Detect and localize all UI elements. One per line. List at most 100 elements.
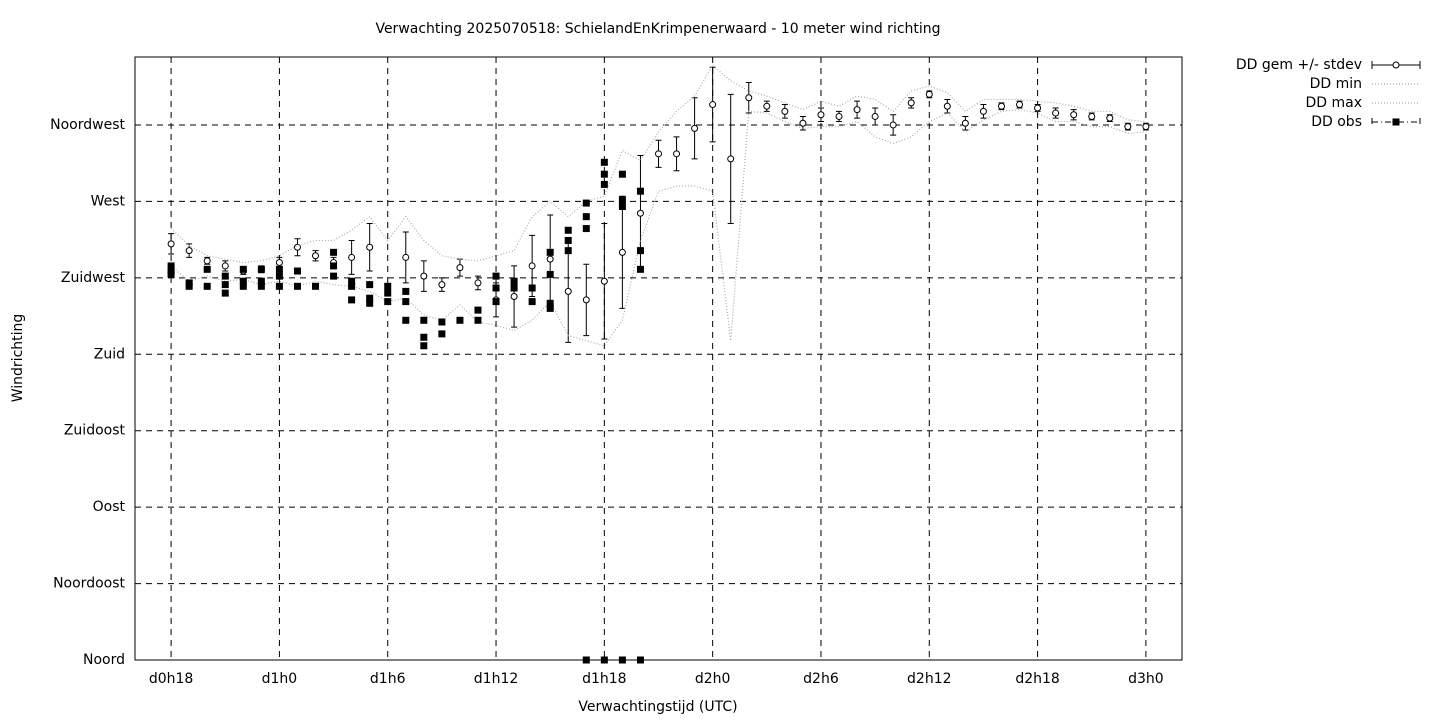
obs-point (257, 282, 265, 290)
obs-point (167, 270, 175, 278)
legend-label: DD obs (1311, 114, 1362, 130)
mean-point (727, 155, 735, 163)
obs-point (239, 282, 247, 290)
legend-label: DD min (1310, 76, 1362, 92)
mean-point (799, 119, 807, 127)
mean-point (185, 247, 193, 255)
obs-point (348, 296, 356, 304)
obs-point (564, 247, 572, 255)
mean-point (1016, 101, 1024, 109)
obs-point (257, 277, 265, 285)
y-tick-label: Noordwest (50, 117, 125, 133)
obs-point (185, 282, 193, 290)
obs-point (239, 265, 247, 273)
x-tick-label: d0h18 (149, 671, 193, 687)
y-tick-label: Noord (83, 652, 125, 668)
mean-point (456, 264, 464, 272)
obs-point (636, 265, 644, 273)
obs-point (312, 282, 320, 290)
obs-point (257, 265, 265, 273)
obs-point (492, 272, 500, 280)
obs-point (564, 226, 572, 234)
legend-symbol (1371, 118, 1421, 126)
mean-point (312, 252, 320, 260)
obs-point (438, 318, 446, 326)
obs-point (420, 342, 428, 350)
mean-point (709, 101, 717, 109)
obs-point (618, 196, 626, 204)
mean-point (366, 243, 374, 251)
mean-point (600, 277, 608, 285)
mean-point (691, 124, 699, 132)
obs-point (221, 272, 229, 280)
obs-point (636, 187, 644, 195)
mean-point (546, 255, 554, 263)
obs-point (366, 281, 374, 289)
obs-point (528, 284, 536, 292)
y-tick-label: Zuidoost (64, 423, 126, 439)
x-tick-label: d1h0 (262, 671, 298, 687)
mean-point (420, 272, 428, 280)
mean-point (1088, 112, 1096, 120)
x-tick-label: d2h0 (695, 671, 731, 687)
mean-point (835, 112, 843, 120)
obs-point (456, 316, 464, 324)
obs-point (420, 333, 428, 341)
mean-point (510, 293, 518, 301)
obs-point (384, 289, 392, 297)
mean-point (293, 243, 301, 251)
obs-point (402, 316, 410, 324)
mean-point (979, 107, 987, 115)
obs-point (330, 272, 338, 280)
mean-point (402, 253, 410, 261)
obs-point (546, 248, 554, 256)
obs-point (618, 170, 626, 178)
chart-title: Verwachting 2025070518: SchielandEnKrimp… (375, 21, 940, 37)
obs-point (600, 158, 608, 166)
mean-point (636, 209, 644, 217)
obs-point (330, 248, 338, 256)
x-tick-label: d1h18 (582, 671, 626, 687)
obs-point (203, 265, 211, 273)
mean-point (745, 94, 753, 102)
obs-point (546, 304, 554, 312)
mean-point (1052, 109, 1060, 117)
x-tick-label: d2h12 (907, 671, 951, 687)
mean-point (961, 119, 969, 127)
mean-point (997, 102, 1005, 110)
obs-point (420, 316, 428, 324)
mean-point (618, 248, 626, 256)
y-tick-label: Oost (93, 499, 126, 515)
obs-point (366, 294, 374, 302)
series-line (170, 64, 1146, 264)
mean-point (582, 296, 590, 304)
obs-point (636, 247, 644, 255)
obs-point (293, 282, 301, 290)
obs-point (402, 298, 410, 306)
mean-point (564, 287, 572, 295)
mean-point (167, 240, 175, 248)
obs-point (492, 298, 500, 306)
obs-point (528, 298, 536, 306)
mean-point (348, 253, 356, 261)
y-tick-label: West (91, 193, 126, 209)
obs-point (167, 262, 175, 270)
mean-point (817, 111, 825, 119)
x-tick-label: d2h18 (1015, 671, 1059, 687)
obs-point (600, 170, 608, 178)
mean-point (203, 257, 211, 265)
mean-point (763, 102, 771, 110)
mean-point (438, 281, 446, 289)
obs-point (618, 656, 626, 664)
obs-point (582, 213, 590, 221)
legend-label: DD gem +/- stdev (1236, 57, 1362, 73)
y-tick-label: Zuidwest (61, 270, 126, 286)
mean-point (943, 102, 951, 110)
obs-point (474, 306, 482, 314)
y-axis-label: Windrichting (10, 314, 26, 403)
obs-point (510, 277, 518, 285)
mean-point (275, 259, 283, 267)
obs-point (348, 277, 356, 285)
obs-point (402, 287, 410, 295)
